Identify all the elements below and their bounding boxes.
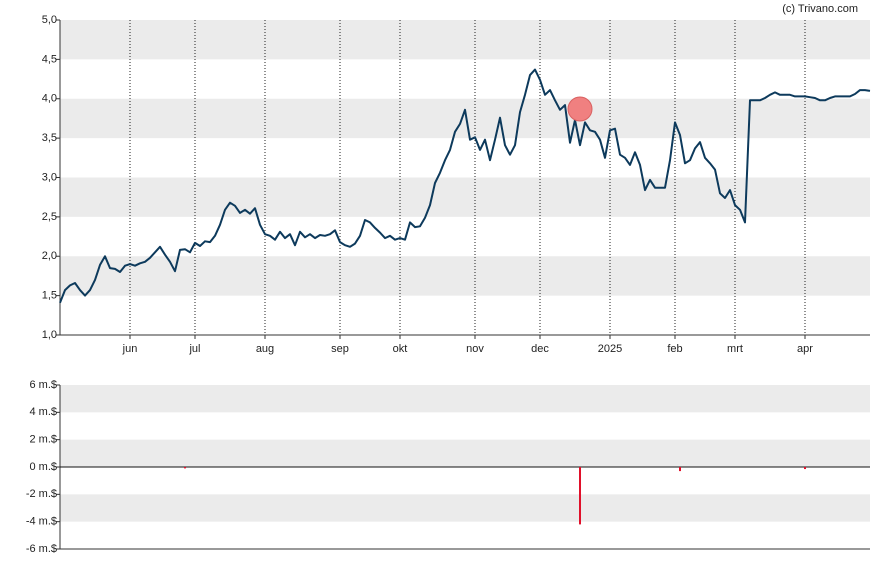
y-tick-label: 4 m.$ xyxy=(29,406,57,418)
y-tick-label: 1,0 xyxy=(42,329,57,341)
y-tick-label: 2 m.$ xyxy=(29,434,57,446)
y-tick-label: 0 m.$ xyxy=(29,461,57,473)
grid-band xyxy=(60,256,870,296)
bar xyxy=(579,467,581,525)
y-tick-label: 4,5 xyxy=(42,53,57,65)
grid-band xyxy=(60,20,870,60)
y-tick-label: -4 m.$ xyxy=(26,516,57,528)
y-tick-label: 4,0 xyxy=(42,93,57,105)
highlight-marker xyxy=(567,96,593,122)
grid-band xyxy=(60,494,870,522)
bar xyxy=(804,467,806,470)
y-tick-label: 6 m.$ xyxy=(29,379,57,391)
x-tick-label: 2025 xyxy=(598,343,622,355)
x-tick-label: mrt xyxy=(727,343,743,355)
grid-band xyxy=(60,177,870,217)
credit: (c) Trivano.com xyxy=(782,3,858,15)
bar xyxy=(679,467,681,472)
y-tick-label: -6 m.$ xyxy=(26,543,57,555)
y-tick-label: 3,5 xyxy=(42,132,57,144)
y-tick-label: 2,5 xyxy=(42,211,57,223)
y-tick-label: -2 m.$ xyxy=(26,488,57,500)
grid-band xyxy=(60,439,870,467)
y-tick-label: 1,5 xyxy=(42,290,57,302)
x-tick-label: apr xyxy=(797,343,813,355)
price-line xyxy=(59,68,871,304)
y-tick-label: 3,0 xyxy=(42,171,57,183)
x-tick-label: dec xyxy=(531,343,549,355)
x-tick-label: aug xyxy=(256,343,274,355)
y-tick-label: 5,0 xyxy=(42,14,57,26)
x-tick-label: jun xyxy=(122,343,138,355)
grid-band xyxy=(60,385,870,413)
x-tick-label: feb xyxy=(667,343,682,355)
bar xyxy=(184,467,186,469)
x-tick-label: okt xyxy=(393,343,408,355)
x-tick-label: jul xyxy=(188,343,200,355)
x-tick-label: nov xyxy=(466,343,484,355)
x-tick-label: sep xyxy=(331,343,349,355)
y-tick-label: 2,0 xyxy=(42,250,57,262)
